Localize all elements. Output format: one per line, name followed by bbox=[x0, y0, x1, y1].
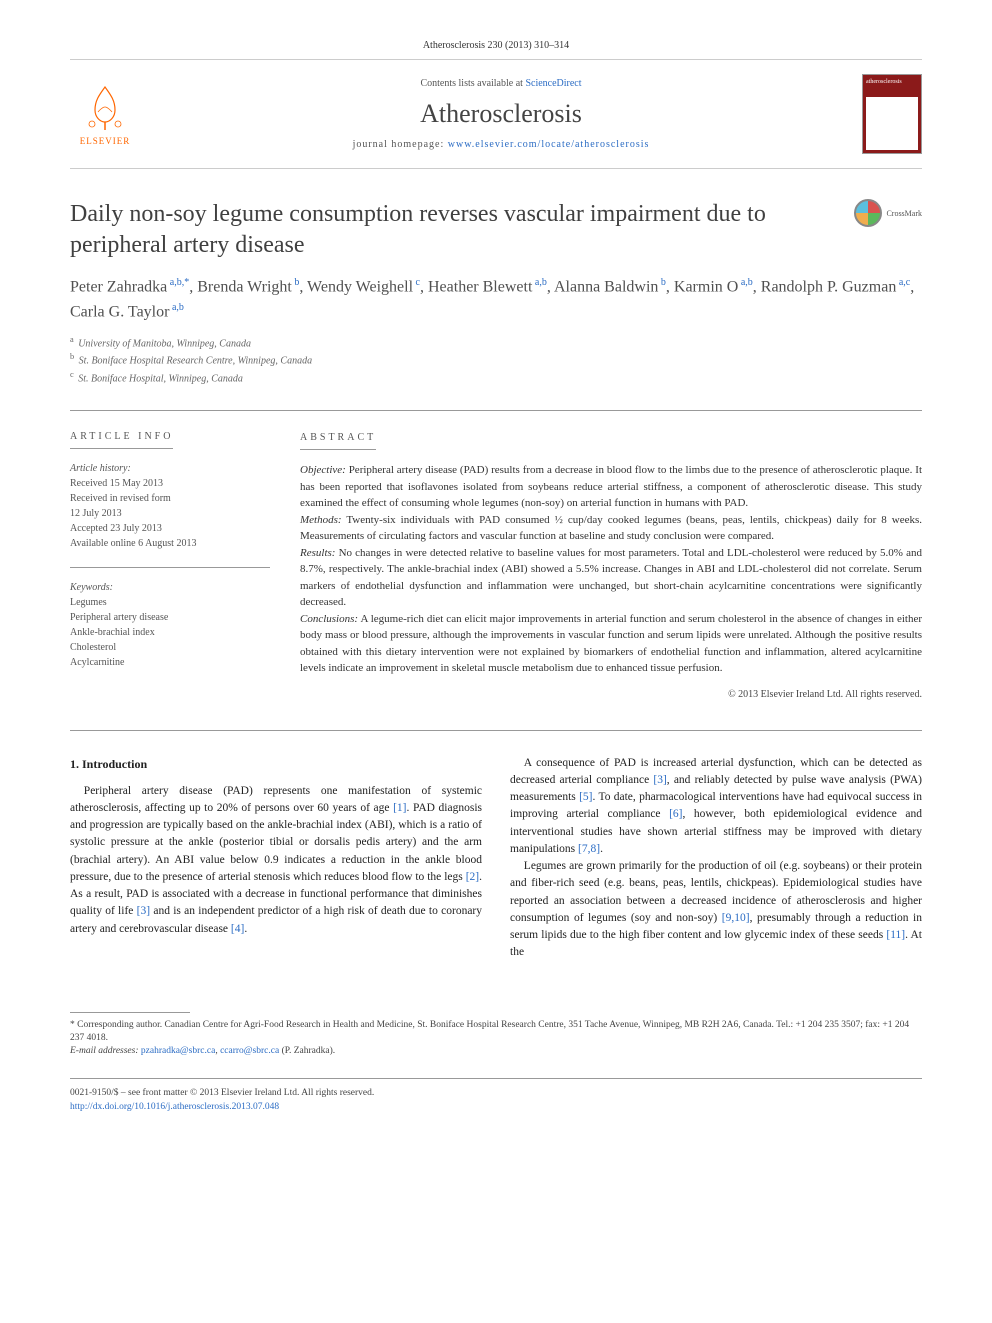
contents-line: Contents lists available at ScienceDirec… bbox=[140, 78, 862, 89]
article-info-heading: ARTICLE INFO bbox=[70, 431, 173, 449]
ref-link-2[interactable]: [2] bbox=[466, 871, 479, 883]
abstract-objective-label: Objective: bbox=[300, 464, 346, 476]
cover-thumb-body bbox=[866, 97, 918, 150]
elsevier-logo: ELSEVIER bbox=[70, 74, 140, 154]
footnote-separator bbox=[70, 1012, 190, 1013]
ref-link-6[interactable]: [6] bbox=[669, 808, 682, 820]
cover-thumb-label: atherosclerosis bbox=[866, 79, 902, 85]
body-para-2: A consequence of PAD is increased arteri… bbox=[510, 755, 922, 859]
body-para-3: Legumes are grown primarily for the prod… bbox=[510, 858, 922, 962]
abstract-results-label: Results: bbox=[300, 547, 335, 559]
email-tail: (P. Zahradka). bbox=[279, 1046, 335, 1056]
journal-name: Atherosclerosis bbox=[140, 99, 862, 129]
elsevier-tree-icon bbox=[80, 82, 130, 132]
email-label: E-mail addresses: bbox=[70, 1046, 141, 1056]
keywords-title: Keywords: bbox=[70, 580, 270, 595]
contents-prefix: Contents lists available at bbox=[420, 78, 525, 89]
header-center: Contents lists available at ScienceDirec… bbox=[140, 78, 862, 150]
homepage-line: journal homepage: www.elsevier.com/locat… bbox=[140, 139, 862, 150]
doi-link[interactable]: http://dx.doi.org/10.1016/j.atherosclero… bbox=[70, 1102, 279, 1112]
homepage-link[interactable]: www.elsevier.com/locate/atherosclerosis bbox=[448, 139, 650, 150]
ref-link-4[interactable]: [4] bbox=[231, 923, 244, 935]
article-history-block: Article history: Received 15 May 2013Rec… bbox=[70, 461, 270, 551]
journal-header: ELSEVIER Contents lists available at Sci… bbox=[70, 59, 922, 169]
article-info-column: ARTICLE INFO Article history: Received 1… bbox=[70, 431, 270, 700]
abstract-conclusions-text: A legume-rich diet can elicit major impr… bbox=[300, 613, 922, 675]
ref-link-11[interactable]: [11] bbox=[886, 929, 905, 941]
crossmark-label: CrossMark bbox=[886, 209, 922, 218]
ref-link-1[interactable]: [1] bbox=[393, 802, 406, 814]
section-divider bbox=[70, 730, 922, 731]
ref-link-78[interactable]: [7,8] bbox=[578, 843, 600, 855]
abstract-methods-label: Methods: bbox=[300, 514, 342, 526]
intro-heading: 1. Introduction bbox=[70, 755, 482, 773]
abstract-results-text: No changes in were detected relative to … bbox=[300, 547, 922, 609]
ref-link-3b[interactable]: [3] bbox=[653, 774, 666, 786]
abstract-conclusions-label: Conclusions: bbox=[300, 613, 358, 625]
body-columns: 1. Introduction Peripheral artery diseas… bbox=[70, 755, 922, 962]
email-link-2[interactable]: ccarro@sbrc.ca bbox=[220, 1046, 279, 1056]
article-title: Daily non-soy legume consumption reverse… bbox=[70, 199, 854, 261]
ref-link-3[interactable]: [3] bbox=[137, 905, 150, 917]
sciencedirect-link[interactable]: ScienceDirect bbox=[525, 78, 581, 89]
ref-link-910[interactable]: [9,10] bbox=[722, 912, 750, 924]
abstract-objective-text: Peripheral artery disease (PAD) results … bbox=[300, 464, 922, 509]
email-link-1[interactable]: pzahradka@sbrc.ca bbox=[141, 1046, 215, 1056]
crossmark-badge[interactable]: CrossMark bbox=[854, 199, 922, 227]
abstract-copyright: © 2013 Elsevier Ireland Ltd. All rights … bbox=[300, 689, 922, 700]
abstract-methods-text: Twenty-six individuals with PAD consumed… bbox=[300, 514, 922, 543]
corresponding-author-note: * Corresponding author. Canadian Centre … bbox=[70, 1019, 922, 1046]
title-row: Daily non-soy legume consumption reverse… bbox=[70, 199, 922, 261]
keywords-block: Keywords: LegumesPeripheral artery disea… bbox=[70, 567, 270, 670]
journal-cover-thumb: atherosclerosis bbox=[862, 74, 922, 154]
header-citation: Atherosclerosis 230 (2013) 310–314 bbox=[70, 40, 922, 51]
author-list: Peter Zahradka a,b,*, Brenda Wright b, W… bbox=[70, 275, 922, 324]
abstract-column: ABSTRACT Objective: Peripheral artery di… bbox=[300, 431, 922, 700]
crossmark-icon bbox=[854, 199, 882, 227]
email-line: E-mail addresses: pzahradka@sbrc.ca, cca… bbox=[70, 1045, 922, 1058]
history-title: Article history: bbox=[70, 461, 270, 476]
body-text: . bbox=[244, 923, 247, 935]
abstract-heading: ABSTRACT bbox=[300, 432, 376, 450]
abstract-body: Objective: Peripheral artery disease (PA… bbox=[300, 462, 922, 677]
homepage-prefix: journal homepage: bbox=[353, 139, 448, 150]
corr-text: Corresponding author. Canadian Centre fo… bbox=[70, 1020, 909, 1043]
body-para-1: Peripheral artery disease (PAD) represen… bbox=[70, 783, 482, 938]
footer-bar: 0021-9150/$ – see front matter © 2013 El… bbox=[70, 1078, 922, 1114]
footnotes: * Corresponding author. Canadian Centre … bbox=[70, 1019, 922, 1059]
elsevier-wordmark: ELSEVIER bbox=[80, 136, 131, 146]
history-lines: Received 15 May 2013Received in revised … bbox=[70, 476, 270, 551]
body-text: . bbox=[600, 843, 603, 855]
ref-link-5[interactable]: [5] bbox=[579, 791, 592, 803]
footer-copyright: 0021-9150/$ – see front matter © 2013 El… bbox=[70, 1087, 922, 1100]
affiliations: a University of Manitoba, Winnipeg, Cana… bbox=[70, 334, 922, 386]
keyword-lines: LegumesPeripheral artery diseaseAnkle-br… bbox=[70, 595, 270, 670]
info-abstract-row: ARTICLE INFO Article history: Received 1… bbox=[70, 410, 922, 700]
